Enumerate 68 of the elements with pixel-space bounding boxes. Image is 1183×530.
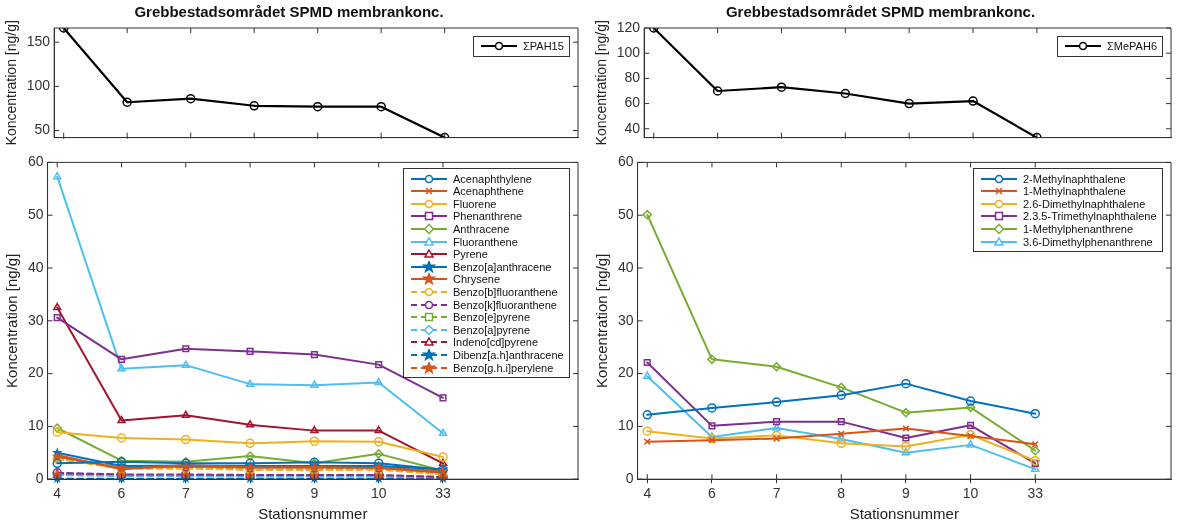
y-tick-label: 100 — [616, 44, 641, 61]
y-tick-label: 60 — [617, 153, 634, 170]
x-tick-label: 9 — [310, 485, 319, 502]
legend-label: 2.3.5-Trimethylnaphthalene — [1023, 210, 1157, 224]
y-tick-label: 40 — [27, 258, 44, 275]
x-axis-title: Stationsnummer — [849, 505, 959, 523]
y-tick-label: 100 — [26, 77, 51, 94]
y-axis-title: Koncentration [ng/g] — [3, 20, 20, 146]
x-tick-label: 10 — [962, 485, 979, 502]
x-tick-label: 6 — [117, 485, 126, 502]
legend-label: Fluoranthene — [453, 234, 518, 249]
y-tick-label: 50 — [27, 206, 44, 223]
legend-label: Benzo[a]anthracene — [453, 260, 552, 274]
y-tick-label: 60 — [624, 94, 641, 111]
y-tick-label: 40 — [617, 258, 634, 275]
y-tick-label: 50 — [34, 121, 51, 138]
chart-title: Grebbestadsområdet SPMD membrankonc. — [134, 3, 444, 21]
y-tick-label: 40 — [624, 119, 641, 136]
y-tick-label: 80 — [624, 69, 641, 86]
x-tick-label: 33 — [1027, 485, 1044, 502]
y-axis-title: Koncentration [ng/g] — [593, 20, 610, 146]
x-tick-label: 4 — [643, 485, 652, 502]
legend-label: 2-Methylnaphthalene — [1023, 171, 1126, 186]
y-tick-label: 30 — [27, 311, 44, 328]
x-tick-label: 10 — [370, 485, 387, 502]
legend-label: Benzo[k]fluoranthene — [453, 298, 557, 312]
x-tick-label: 7 — [772, 485, 781, 502]
x-tick-label: 9 — [902, 485, 910, 502]
chart-title: Grebbestadsområdet SPMD membrankonc. — [725, 3, 1036, 21]
legend-label: 3.6-Dimethylphenanthrene — [1023, 235, 1153, 249]
x-tick-label: 7 — [181, 485, 190, 502]
legend-label: Benzo[b]fluoranthene — [453, 285, 558, 300]
y-tick-label: 10 — [617, 417, 634, 434]
legend-label: Acenaphthene — [453, 185, 524, 199]
x-tick-label: 8 — [837, 485, 846, 502]
legend-label: Fluorene — [453, 197, 497, 211]
y-axis-title: Koncentration [ng/g] — [3, 253, 21, 388]
x-tick-label: 33 — [435, 485, 451, 502]
y-tick-label: 30 — [617, 311, 634, 328]
y-tick-label: 20 — [27, 364, 44, 381]
x-tick-label: 6 — [708, 485, 717, 502]
legend-label: ΣMePAH6 — [1107, 39, 1157, 54]
legend-label: Benzo[g.h.i]perylene — [453, 361, 554, 375]
legend-label: Pyrene — [453, 247, 488, 262]
y-tick-label: 0 — [35, 470, 44, 487]
legend-label: Dibenz[a.h]anthracene — [453, 348, 564, 362]
legend-label: Chrysene — [453, 273, 501, 287]
y-tick-label: 50 — [617, 206, 634, 223]
legend-label: Benzo[a]pyrene — [453, 323, 531, 337]
legend-label: Acenaphthylene — [453, 171, 532, 186]
legend-label: ΣPAH15 — [523, 39, 564, 54]
legend-label: Indeno[cd]pyrene — [453, 336, 539, 350]
y-tick-label: 0 — [625, 470, 634, 487]
y-tick-label: 120 — [616, 18, 641, 35]
y-tick-label: 60 — [27, 153, 44, 170]
legend-label: Phenanthrene — [453, 209, 523, 224]
y-tick-label: 10 — [27, 417, 44, 434]
legend-label: Benzo[e]pyrene — [453, 311, 531, 325]
legend-label: Anthracene — [453, 222, 510, 237]
y-tick-label: 20 — [617, 364, 634, 381]
legend-label: 1-Methylphenanthrene — [1023, 222, 1134, 237]
y-tick-label: 150 — [26, 33, 51, 49]
legend-label: 2.6-Dimethylnaphthalene — [1023, 197, 1146, 211]
x-tick-label: 4 — [53, 485, 62, 502]
y-axis-title: Koncentration [ng/g] — [593, 253, 611, 388]
legend-label: 1-Methylnaphthalene — [1023, 185, 1126, 199]
x-axis-title: Stationsnummer — [258, 505, 368, 523]
x-tick-label: 8 — [246, 485, 255, 502]
